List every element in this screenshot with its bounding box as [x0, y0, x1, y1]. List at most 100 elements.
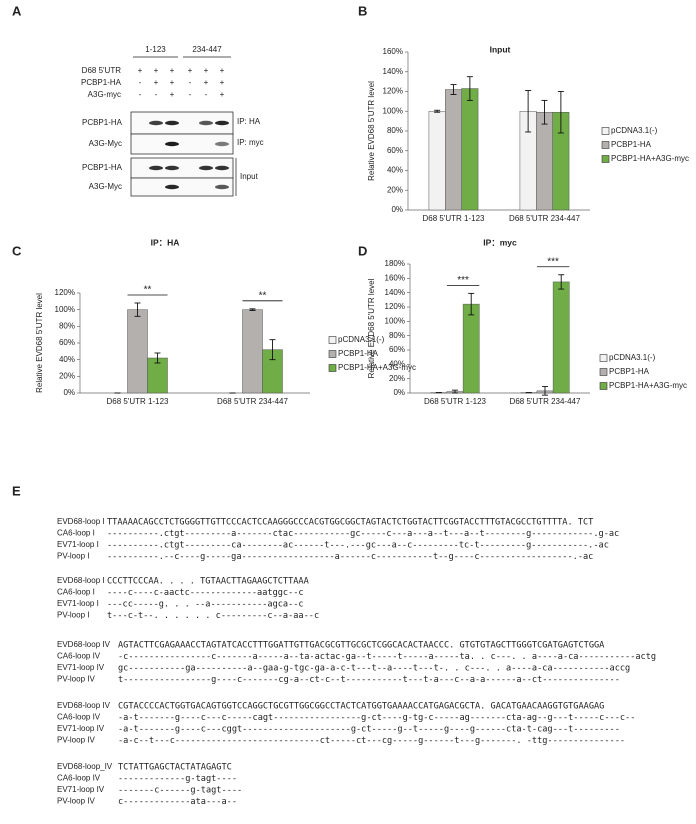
legend-label: PCBP1-HA+A3G-myc: [611, 154, 689, 163]
sequence-name: EVD68-loop I: [57, 517, 105, 526]
band-note: IP: HA: [237, 117, 261, 126]
band: [199, 165, 213, 171]
y-axis-label: Relative EVD68 5'UTR level: [35, 293, 44, 393]
legend-swatch: [601, 141, 610, 149]
error-bar: [452, 389, 458, 394]
band-note: IP: myc: [237, 138, 264, 147]
error-bar: [558, 274, 565, 290]
panel-label: C: [12, 243, 22, 258]
y-tick-label: 0%: [391, 205, 403, 214]
y-tick-label: 40%: [389, 359, 405, 368]
sign: -: [205, 90, 208, 99]
significance: **: [259, 290, 267, 301]
bar: [445, 89, 462, 211]
error-bar: [249, 308, 256, 311]
y-tick-label: 80%: [389, 331, 405, 340]
y-tick-label: 140%: [385, 288, 405, 297]
chart-title: IP：myc: [483, 237, 517, 247]
sequence-name: PV-loop I: [57, 552, 89, 561]
sign: +: [220, 78, 225, 87]
sign: -: [189, 78, 192, 87]
sign: +: [220, 66, 225, 75]
y-tick-label: 100%: [55, 305, 75, 314]
y-axis-label: Relative EVD68 5'UTR level: [367, 81, 376, 181]
x-tick-label: D68 5'UTR 234-447: [510, 397, 581, 406]
sequence: -c----------------c-------a-----a--ta-ac…: [118, 652, 656, 662]
sequence: TTAAAACAGCCTCTGGGGTTGTTCCCACTCCAAGGGCCCA…: [107, 518, 593, 528]
panel-label: E: [12, 483, 21, 498]
legend-swatch: [328, 364, 337, 372]
error-bar: [466, 76, 473, 101]
error-bar: [541, 99, 548, 125]
y-tick-label: 180%: [385, 259, 405, 268]
band: [215, 120, 229, 126]
error-bar: [468, 292, 475, 316]
legend-swatch: [599, 382, 608, 390]
sign: +: [220, 90, 225, 99]
sign: +: [188, 66, 193, 75]
sequence: ----------.ctgt---------ca--------ac----…: [107, 541, 609, 551]
significance: ***: [457, 275, 469, 286]
sequence: AGTACTTCGAGAAACCTAGTATCACCTTTGGATTGTTGAC…: [118, 641, 605, 651]
legend-label: pCDNA3.1(-): [338, 335, 385, 344]
sequence-name: PV-loop I: [57, 611, 89, 620]
sequence-name: EVD68-loop I: [57, 576, 105, 585]
sequence-name: EVD68-loop IV: [57, 640, 111, 649]
error-bar: [450, 84, 457, 95]
y-tick-label: 140%: [383, 67, 403, 76]
sequence-name: EVD68-loop IV: [57, 701, 111, 710]
chart-title: Input: [490, 44, 511, 54]
y-tick-label: 120%: [383, 87, 403, 96]
sequence: CGTACCCCACTGGTGACAGTGGTCCAGGCTGCGTTGGCGG…: [118, 702, 604, 712]
sequence: -a-t-------g----c---c-----cagt----------…: [118, 713, 635, 723]
sequence: -a-c--t---c----------------------------c…: [118, 736, 625, 746]
panel-label: D: [358, 243, 367, 258]
y-tick-label: 120%: [385, 302, 405, 311]
bar: [428, 111, 446, 211]
sequence: TCTATTGAGCTACTATAGAGTC: [118, 763, 232, 773]
sequence: -------------g-tagt----: [118, 774, 237, 784]
error-bar: [154, 352, 161, 364]
band-label: A3G-Myc: [89, 139, 122, 148]
sequence: CCCTTCCCAA. . . . TGTAACTTAGAAGCTCTTAAA: [107, 577, 310, 587]
band: [149, 120, 163, 126]
legend-swatch: [599, 368, 608, 376]
row-label: A3G-myc: [88, 90, 121, 99]
sign: +: [154, 66, 159, 75]
group-label: 234-447: [192, 45, 222, 54]
sequence-name: CA6-loop I: [57, 588, 95, 597]
sequence: t-----------------g----c-------cg-a--ct-…: [118, 675, 620, 685]
x-tick-label: D68 5'UTR 1-123: [423, 214, 486, 223]
sign: -: [189, 90, 192, 99]
y-tick-label: 80%: [59, 321, 75, 330]
error-bar: [525, 90, 532, 133]
band-label: PCBP1-HA: [82, 118, 123, 127]
panel-label: A: [12, 3, 22, 18]
y-tick-label: 0%: [63, 388, 75, 397]
sequence: t---c-t--. . . . . . c---------c--a-aa--…: [107, 611, 319, 621]
error-bar: [557, 91, 564, 134]
x-tick-label: D68 5'UTR 1-123: [424, 397, 487, 406]
significance: **: [144, 285, 152, 296]
sign: +: [138, 66, 143, 75]
bar: [552, 281, 570, 394]
bar: [127, 309, 148, 394]
error-bar: [269, 339, 276, 361]
y-tick-label: 40%: [59, 355, 75, 364]
panel-label: B: [358, 3, 367, 18]
y-tick-label: 80%: [387, 126, 403, 135]
y-axis-label: Relative EVD68 5'UTR level: [367, 278, 376, 378]
group-label: 1-123: [145, 45, 166, 54]
sequence: ----------.--c----g-----ga--------------…: [107, 552, 593, 562]
sequence: -------c------g-tagt----: [118, 786, 242, 796]
bar: [462, 303, 480, 394]
x-tick-label: D68 5'UTR 234-447: [509, 214, 580, 223]
sign: +: [204, 66, 209, 75]
sequence-name: CA6-loop IV: [57, 713, 101, 722]
band: [165, 120, 179, 126]
sequence: c-------------ata---a--: [118, 797, 237, 807]
sign: +: [170, 90, 175, 99]
y-tick-label: 0%: [393, 388, 405, 397]
sign: -: [139, 90, 142, 99]
legend-label: pCDNA3.1(-): [611, 126, 658, 135]
